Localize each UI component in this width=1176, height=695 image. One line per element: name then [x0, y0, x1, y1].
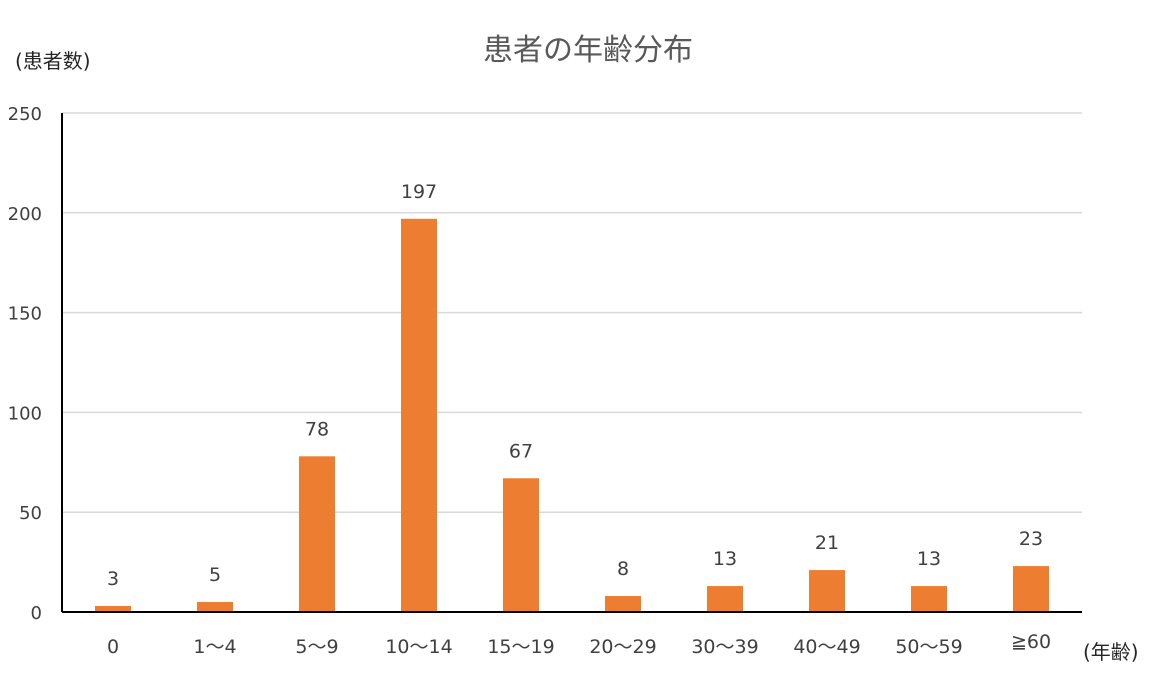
bar-7 — [809, 570, 845, 612]
data-label: 13 — [713, 548, 737, 570]
y-tick-label: 250 — [8, 104, 42, 125]
label-layer: 3 0 5 1～4 78 5～9 197 10～14 67 15～19 8 20～29 13 30～39 2… — [107, 181, 1051, 658]
chart-title: 患者の年齢分布 — [483, 33, 693, 68]
axis-layer — [61, 113, 1082, 613]
y-tick-label: 50 — [19, 503, 42, 524]
bar-3 — [401, 218, 437, 612]
x-tick-label: 50～59 — [895, 636, 962, 658]
data-label: 5 — [209, 564, 221, 586]
bar-4 — [503, 478, 539, 612]
data-label: 78 — [305, 418, 329, 440]
y-axis-label: (患者数) — [15, 49, 91, 73]
x-tick-label: 10～14 — [385, 636, 452, 658]
bar-0 — [95, 606, 131, 612]
data-label: 3 — [107, 568, 119, 590]
data-label: 21 — [815, 532, 839, 554]
x-tick-label: 40～49 — [793, 636, 860, 658]
y-tick-label: 0 — [31, 603, 42, 624]
x-tick-label: ≧60 — [1011, 631, 1051, 653]
y-tick-label: 150 — [8, 304, 42, 325]
x-tick-label: 15～19 — [487, 636, 554, 658]
x-axis-label: (年齢) — [1083, 640, 1139, 664]
y-tick-label: 100 — [8, 403, 42, 424]
data-label: 8 — [617, 558, 629, 580]
bar-5 — [605, 596, 641, 612]
bar-2 — [299, 456, 335, 612]
data-label: 67 — [509, 440, 533, 462]
bar-layer — [95, 218, 1049, 612]
x-tick-label: 20～29 — [589, 636, 656, 658]
x-tick-label: 30～39 — [691, 636, 758, 658]
x-tick-label: 1～4 — [193, 636, 236, 658]
bar-8 — [911, 586, 947, 612]
bar-9 — [1013, 566, 1049, 612]
y-tick-label: 200 — [8, 204, 42, 225]
bar-6 — [707, 586, 743, 612]
data-label: 23 — [1019, 528, 1043, 550]
data-label: 197 — [401, 181, 437, 203]
data-label: 13 — [917, 548, 941, 570]
grid-layer: 0 50 100 150 200 250 — [8, 104, 1082, 624]
x-tick-label: 5～9 — [295, 636, 338, 658]
x-tick-label: 0 — [107, 636, 119, 658]
bar-1 — [197, 602, 233, 612]
